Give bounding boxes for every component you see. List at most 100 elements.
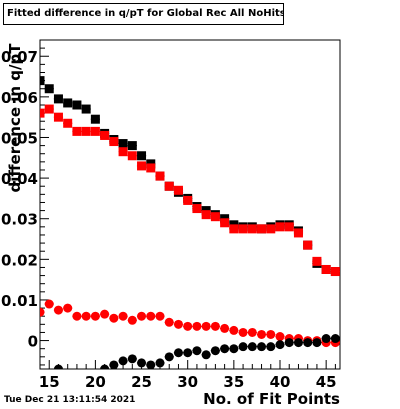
data-point-square <box>44 84 54 94</box>
data-point-square <box>284 222 294 232</box>
y-tick-label: 0.03 <box>1 211 38 229</box>
data-point-circle <box>238 342 248 352</box>
data-point-circle <box>65 368 70 369</box>
data-point-square <box>137 161 147 171</box>
data-point-circle <box>72 311 82 321</box>
data-point-square <box>81 126 91 136</box>
data-point-circle <box>247 327 257 337</box>
data-point-circle <box>137 311 147 321</box>
data-point-square <box>40 76 45 86</box>
data-point-circle <box>257 342 267 352</box>
x-tick-label: 25 <box>131 373 152 391</box>
data-point-circle <box>146 360 156 369</box>
data-point-circle <box>210 321 220 331</box>
data-point-circle <box>173 348 183 358</box>
data-point-circle <box>137 358 147 368</box>
data-point-circle <box>266 329 276 339</box>
data-point-circle <box>247 342 257 352</box>
data-point-circle <box>109 313 119 323</box>
data-point-square <box>90 126 100 136</box>
data-point-square <box>293 228 303 238</box>
y-axis-label: difference in q/pT <box>6 43 24 193</box>
x-tick-label: 15 <box>39 373 60 391</box>
data-point-square <box>40 108 45 118</box>
data-point-circle <box>275 332 285 342</box>
data-point-square <box>164 181 174 191</box>
data-point-circle <box>303 338 313 348</box>
data-point-circle <box>100 364 110 369</box>
chart-title: Fitted difference in q/pT for Global Rec… <box>3 3 284 25</box>
data-point-square <box>303 240 313 250</box>
y-tick-label: 0.01 <box>1 292 38 310</box>
data-point-circle <box>257 329 267 339</box>
data-point-circle <box>155 311 165 321</box>
data-point-circle <box>74 368 79 369</box>
data-point-circle <box>266 342 276 352</box>
data-point-square <box>257 224 267 234</box>
data-point-circle <box>321 334 331 344</box>
data-point-circle <box>81 311 91 321</box>
data-point-circle <box>63 303 73 313</box>
data-point-square <box>90 114 100 124</box>
data-point-square <box>330 267 340 277</box>
x-tick-label: 30 <box>177 373 198 391</box>
plot-frame <box>39 39 341 370</box>
data-point-circle <box>229 325 239 335</box>
data-point-square <box>81 104 91 114</box>
y-tick-label: 0 <box>28 333 38 351</box>
data-point-square <box>127 141 137 151</box>
data-point-square <box>72 100 82 110</box>
data-point-square <box>100 130 110 140</box>
x-tick-label: 40 <box>270 373 291 391</box>
x-tick-label: 45 <box>316 373 337 391</box>
data-point-square <box>220 218 230 228</box>
data-point-circle <box>210 346 220 356</box>
data-point-circle <box>183 321 193 331</box>
data-point-circle <box>90 311 100 321</box>
data-point-square <box>229 224 239 234</box>
y-tick-label: 0.04 <box>1 170 38 188</box>
data-point-circle <box>118 356 128 366</box>
y-tick-label: 0.07 <box>1 48 38 66</box>
data-point-square <box>137 151 147 161</box>
data-points <box>40 76 340 369</box>
data-point-square <box>201 210 211 220</box>
x-axis-label: No. of Fit Points <box>203 390 340 408</box>
data-point-circle <box>192 346 202 356</box>
data-point-square <box>127 151 137 161</box>
data-point-circle <box>40 307 45 317</box>
data-point-circle <box>330 334 340 344</box>
data-point-square <box>53 112 63 122</box>
y-tick-label: 0.06 <box>1 89 38 107</box>
data-point-circle <box>47 368 52 369</box>
data-point-circle <box>127 315 137 325</box>
data-point-circle <box>84 368 89 369</box>
x-tick-label: 35 <box>223 373 244 391</box>
data-point-circle <box>275 340 285 350</box>
y-tick-label: 0.05 <box>1 129 38 147</box>
data-point-circle <box>229 344 239 354</box>
timestamp: Tue Dec 21 13:11:54 2021 <box>4 395 136 405</box>
data-point-circle <box>220 344 230 354</box>
data-point-circle <box>146 311 156 321</box>
data-point-circle <box>127 354 137 364</box>
data-point-square <box>192 204 202 214</box>
data-point-circle <box>183 348 193 358</box>
data-point-square <box>183 195 193 205</box>
data-point-square <box>266 224 276 234</box>
data-point-circle <box>284 338 294 348</box>
data-point-square <box>44 104 54 114</box>
data-point-square <box>210 212 220 222</box>
data-point-square <box>312 256 322 266</box>
data-point-square <box>63 98 73 108</box>
data-point-circle <box>53 364 63 369</box>
data-point-circle <box>53 305 63 315</box>
data-point-circle <box>192 321 202 331</box>
data-point-square <box>173 185 183 195</box>
data-point-square <box>321 264 331 274</box>
data-point-square <box>109 137 119 147</box>
data-point-circle <box>201 321 211 331</box>
data-point-circle <box>109 360 119 369</box>
data-point-square <box>118 139 128 149</box>
